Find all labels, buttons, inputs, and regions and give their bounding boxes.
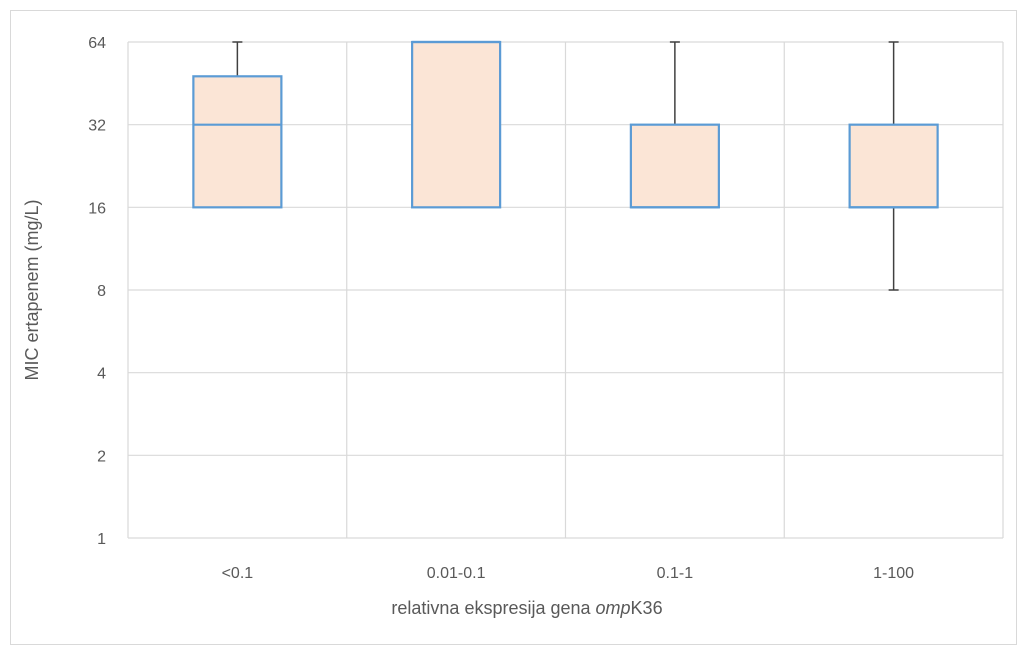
y-tick-label: 16 bbox=[88, 200, 106, 217]
x-axis-title-suffix: K36 bbox=[631, 598, 663, 618]
box-group bbox=[629, 41, 720, 209]
x-axis-title: relativna ekspresija gena ompK36 bbox=[391, 598, 662, 618]
x-tick-label: 0.1-1 bbox=[657, 565, 694, 582]
box-group bbox=[411, 40, 502, 209]
iqr-box bbox=[848, 123, 939, 209]
x-tick-label: 0.01-0.1 bbox=[427, 565, 486, 582]
x-axis-title-italic: omp bbox=[596, 598, 631, 618]
chart-frame bbox=[10, 10, 1017, 645]
box-group bbox=[848, 41, 939, 291]
iqr-box bbox=[192, 75, 283, 209]
y-tick-label: 8 bbox=[97, 283, 106, 300]
x-axis-title-prefix: relativna ekspresija gena bbox=[391, 598, 595, 618]
iqr-box bbox=[629, 123, 720, 209]
x-tick-label: 1-100 bbox=[873, 565, 914, 582]
y-tick-labels: 1 2 4 8 16 32 64 bbox=[88, 35, 106, 548]
y-tick-label: 32 bbox=[88, 118, 106, 135]
y-tick-label: 64 bbox=[88, 35, 106, 52]
y-axis-title: MIC ertapenem (mg/L) bbox=[22, 199, 42, 380]
y-tick-label: 1 bbox=[97, 531, 106, 548]
x-tick-label: <0.1 bbox=[222, 565, 254, 582]
iqr-box bbox=[411, 40, 502, 209]
x-tick-labels: <0.1 0.01-0.1 0.1-1 1-100 bbox=[222, 565, 915, 582]
box-group bbox=[192, 41, 283, 209]
y-tick-label: 4 bbox=[97, 366, 106, 383]
boxes bbox=[192, 40, 939, 291]
y-tick-label: 2 bbox=[97, 448, 106, 465]
